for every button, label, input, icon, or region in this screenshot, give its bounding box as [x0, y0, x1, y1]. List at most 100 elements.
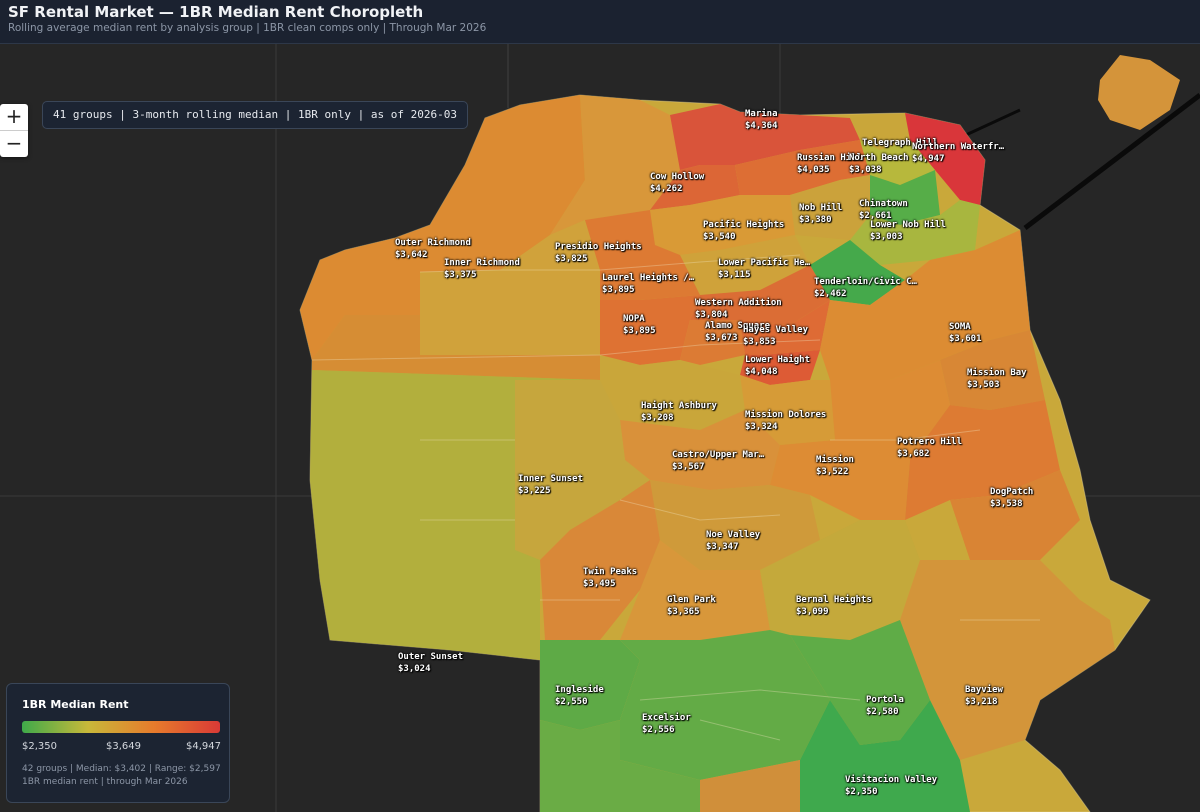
- region-lower-nob-hill[interactable]: [850, 200, 980, 265]
- map-legend: 1BR Median Rent $2,350 $3,649 $4,947 42 …: [6, 683, 230, 803]
- region-chinatown[interactable]: [870, 170, 940, 225]
- label-ingleside[interactable]: Ingleside $2,550: [555, 685, 604, 707]
- label-laurel-heights[interactable]: Laurel Heights /… $3,895: [602, 273, 695, 295]
- region-treasure-island[interactable]: [1098, 55, 1180, 130]
- region-soma[interactable]: [820, 230, 1030, 380]
- region-russian-hill[interactable]: [735, 140, 870, 195]
- region-castro[interactable]: [620, 410, 780, 490]
- label-dogpatch[interactable]: DogPatch $3,538: [990, 487, 1034, 509]
- region-telegraph-hill[interactable]: [850, 113, 910, 150]
- region-cow-hollow[interactable]: [650, 165, 740, 210]
- page-subtitle: Rolling average median rent by analysis …: [8, 22, 487, 34]
- region-mission-bay[interactable]: [940, 330, 1045, 410]
- label-lower-haight[interactable]: Lower Haight $4,048: [745, 355, 811, 377]
- region-outer-richmond-south[interactable]: [312, 315, 620, 380]
- map-canvas[interactable]: [0, 44, 1200, 812]
- legend-min: $2,350: [22, 741, 57, 752]
- region-nob-hill[interactable]: [790, 175, 870, 240]
- region-haight-ashbury[interactable]: [600, 355, 745, 430]
- app-header: SF Rental Market — 1BR Median Rent Choro…: [0, 0, 1200, 44]
- label-excelsior[interactable]: Excelsior $2,556: [642, 713, 691, 735]
- region-potrero-hill[interactable]: [905, 400, 1060, 520]
- region-mission-dolores[interactable]: [740, 375, 835, 445]
- region-bayview[interactable]: [900, 560, 1115, 760]
- label-inner-sunset[interactable]: Inner Sunset $3,225: [518, 474, 584, 496]
- region-tenderloin[interactable]: [810, 240, 905, 305]
- label-potrero-hill[interactable]: Potrero Hill $3,682: [897, 437, 963, 459]
- region-visitacion-valley[interactable]: [800, 700, 970, 812]
- map-info-bar: 41 groups | 3-month rolling median | 1BR…: [42, 101, 468, 129]
- label-visitacion-valley[interactable]: Visitacion Valley $2,350: [845, 775, 938, 797]
- label-soma[interactable]: SOMA $3,601: [949, 322, 982, 344]
- region-marina[interactable]: [670, 104, 860, 170]
- region-laurel-heights[interactable]: [585, 210, 700, 300]
- label-alamo-square[interactable]: Alamo Square $3,673: [705, 321, 771, 343]
- label-cow-hollow[interactable]: Cow Hollow $4,262: [650, 172, 705, 194]
- label-presidio-heights[interactable]: Presidio Heights $3,825: [555, 242, 642, 264]
- region-lower-pacific-heights[interactable]: [680, 235, 810, 295]
- label-marina[interactable]: Marina $4,364: [745, 109, 778, 131]
- region-lower-haight[interactable]: [740, 350, 820, 385]
- region-bayview-south[interactable]: [700, 760, 800, 812]
- label-nopa[interactable]: NOPA $3,895: [623, 314, 656, 336]
- label-inner-richmond[interactable]: Inner Richmond $3,375: [444, 258, 520, 280]
- label-outer-sunset[interactable]: Outer Sunset $3,024: [398, 652, 464, 674]
- legend-title: 1BR Median Rent: [22, 698, 129, 711]
- label-glen-park[interactable]: Glen Park $3,365: [667, 595, 716, 617]
- region-outer-sunset[interactable]: [310, 370, 600, 660]
- region-hayes-valley[interactable]: [740, 300, 830, 355]
- label-nob-hill[interactable]: Nob Hill $3,380: [799, 203, 843, 225]
- region-north-beach[interactable]: [860, 140, 935, 185]
- label-bernal-heights[interactable]: Bernal Heights $3,099: [796, 595, 872, 617]
- label-outer-richmond[interactable]: Outer Richmond $3,642: [395, 238, 471, 260]
- label-russian-hill[interactable]: Russian Hill $4,035: [797, 153, 863, 175]
- label-pacific-heights[interactable]: Pacific Heights $3,540: [703, 220, 785, 242]
- label-hayes-valley[interactable]: Hayes Valley $3,853: [743, 325, 809, 347]
- label-north-beach[interactable]: North Beach $3,038: [849, 153, 909, 175]
- region-dogpatch[interactable]: [950, 470, 1080, 560]
- label-castro[interactable]: Castro/Upper Mar… $3,567: [672, 450, 765, 472]
- region-noe-valley[interactable]: [650, 480, 820, 570]
- region-alamo-square[interactable]: [680, 320, 745, 365]
- zoom-out-button[interactable]: −: [0, 130, 28, 157]
- label-tenderloin[interactable]: Tenderloin/Civic C… $2,462: [814, 277, 917, 299]
- label-mission-dolores[interactable]: Mission Dolores $3,324: [745, 410, 827, 432]
- region-presidio[interactable]: [550, 95, 680, 235]
- label-lower-nob-hill[interactable]: Lower Nob Hill $3,003: [870, 220, 946, 242]
- region-inner-richmond[interactable]: [420, 220, 600, 355]
- label-twin-peaks[interactable]: Twin Peaks $3,495: [583, 567, 638, 589]
- region-twin-peaks[interactable]: [540, 480, 660, 640]
- region-ingleside[interactable]: [540, 640, 640, 730]
- region-portola[interactable]: [790, 620, 930, 745]
- legend-footnote: 1BR median rent | through Mar 2026: [22, 777, 188, 787]
- region-bernal-heights[interactable]: [760, 520, 920, 640]
- region-mission[interactable]: [770, 360, 950, 520]
- label-mission-bay[interactable]: Mission Bay $3,503: [967, 368, 1027, 390]
- label-telegraph-hill[interactable]: Telegraph Hill: [862, 138, 938, 148]
- region-pacific-heights[interactable]: [650, 195, 795, 255]
- region-nopa[interactable]: [600, 295, 700, 365]
- label-noe-valley[interactable]: Noe Valley $3,347: [706, 530, 761, 552]
- region-northern-waterfront[interactable]: [905, 113, 985, 205]
- page-title: SF Rental Market — 1BR Median Rent Choro…: [8, 3, 424, 21]
- legend-stats: 42 groups | Median: $3,402 | Range: $2,5…: [22, 764, 221, 774]
- choropleth-map[interactable]: + − 41 groups | 3-month rolling median |…: [0, 44, 1200, 812]
- zoom-in-button[interactable]: +: [5, 104, 23, 128]
- street-lines: [311, 254, 1040, 741]
- label-bayview[interactable]: Bayview $3,218: [965, 685, 1003, 707]
- label-lower-pacific-heights[interactable]: Lower Pacific He… $3,115: [718, 258, 811, 280]
- label-western-addition[interactable]: Western Addition $3,804: [695, 298, 782, 320]
- region-excelsior[interactable]: [620, 630, 830, 780]
- region-western-addition[interactable]: [690, 265, 830, 325]
- label-haight-ashbury[interactable]: Haight Ashbury $3,208: [641, 401, 717, 423]
- region-inner-sunset[interactable]: [515, 380, 650, 560]
- label-mission[interactable]: Mission $3,522: [816, 455, 854, 477]
- region-glen-park[interactable]: [620, 540, 770, 640]
- zoom-control: + −: [0, 104, 28, 157]
- region-outer-richmond[interactable]: [300, 95, 585, 360]
- label-portola[interactable]: Portola $2,580: [866, 695, 904, 717]
- label-northern-waterfront[interactable]: Northern Waterfr… $4,947: [912, 142, 1005, 164]
- region-ingleside-south[interactable]: [540, 720, 700, 812]
- label-chinatown[interactable]: Chinatown $2,661: [859, 199, 908, 221]
- legend-mid: $3,649: [106, 741, 141, 752]
